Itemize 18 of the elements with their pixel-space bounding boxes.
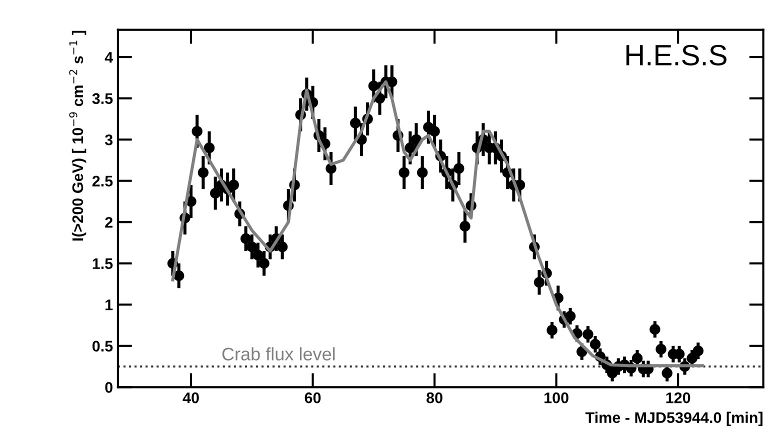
x-tick-label: 120 bbox=[666, 392, 690, 404]
x-tick-label: 100 bbox=[544, 392, 568, 404]
y-axis-title: I(>200 GeV) [ 10$^{−9}$ cm$^{−2}$ s$^{−1}$ ] bbox=[69, 30, 86, 241]
y-tick-label: 4 bbox=[104, 52, 114, 63]
y-tick-label: 1.5 bbox=[92, 258, 113, 270]
y-tick-label: 3.5 bbox=[92, 93, 113, 104]
ref-line-label: Crab flux level bbox=[222, 347, 335, 360]
y-tick-label: 2 bbox=[105, 216, 112, 228]
y-tick-label: 3 bbox=[104, 134, 113, 146]
y-tick-label: 1 bbox=[106, 300, 113, 310]
y-tick-label: 0.5 bbox=[92, 340, 113, 352]
x-tick-label: 60 bbox=[304, 392, 321, 404]
y-tick-label: 0 bbox=[105, 382, 112, 393]
x-tick-label: 80 bbox=[426, 392, 442, 404]
x-axis-title: Time - MJD53944.0 [min] bbox=[585, 412, 762, 426]
y-tick-label: 2.5 bbox=[92, 176, 113, 187]
annotation: H.E.S.S bbox=[626, 44, 726, 66]
x-tick-label: 40 bbox=[182, 392, 199, 404]
